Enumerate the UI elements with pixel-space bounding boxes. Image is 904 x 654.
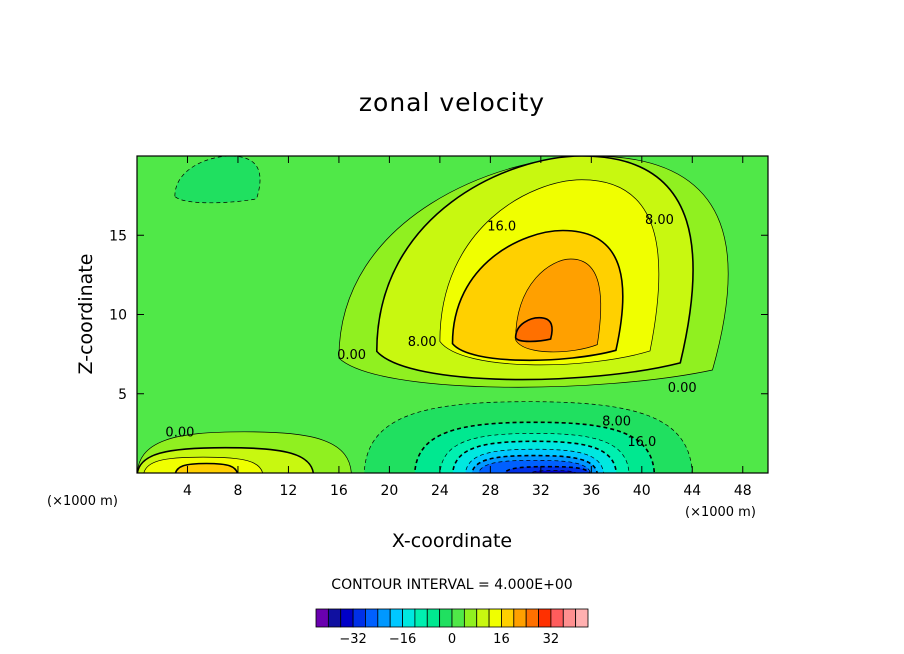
x-tick-label: 4 [183, 483, 192, 499]
colorbar-tick-label: 16 [493, 632, 510, 647]
contour-label-3: 8.00 [408, 335, 437, 350]
contour-label-1: 16.0 [487, 219, 516, 234]
colorbar-swatch [488, 608, 502, 628]
y-tick-label: 15 [109, 228, 127, 244]
colorbar-swatch [402, 608, 416, 628]
contour-label-6: 0.00 [668, 381, 697, 396]
x-tick-label: 20 [380, 483, 398, 499]
x-tick-label: 24 [431, 483, 449, 499]
x-tick-label: 16 [330, 483, 348, 499]
x-axis-ticks: 4 8 12 16 20 24 28 32 36 40 44 48 [183, 156, 752, 499]
x-tick-label: 40 [633, 483, 651, 499]
x-tick-label: 8 [233, 483, 242, 499]
colorbar-ticks: −32 −16 0 16 32 [339, 632, 559, 647]
colorbar-swatch [463, 608, 478, 628]
colorbar-swatch [352, 608, 366, 628]
colorbar-swatch [426, 608, 441, 628]
contour-interval-label: CONTOUR INTERVAL = 4.000E+00 [331, 577, 573, 593]
y-axis-label: Z-coordinate [75, 254, 97, 375]
colorbar-swatch [513, 608, 527, 628]
colorbar-swatch [365, 608, 379, 628]
colorbar-tick-label: 0 [448, 632, 456, 647]
x-tick-label: 28 [481, 483, 499, 499]
y-tick-label: 5 [118, 387, 127, 403]
colorbar-swatch [377, 608, 391, 628]
colorbar-tick-label: 32 [543, 632, 560, 647]
contour-label-4: 0.00 [337, 348, 366, 363]
y-axis-ticks: 5 10 15 [109, 228, 768, 403]
colorbar-swatch [389, 608, 403, 628]
colorbar-swatch [476, 608, 490, 628]
contour-region-11 [174, 462, 239, 473]
colorbar-swatch [562, 608, 577, 628]
x-tick-label: 44 [683, 483, 701, 499]
x-tick-label: 32 [532, 483, 550, 499]
x-tick-label: 36 [582, 483, 600, 499]
x-tick-label: 48 [734, 483, 752, 499]
y-tick-label: 10 [109, 308, 127, 324]
x-axis-label: X-coordinate [392, 530, 512, 552]
contour-label-2: 8.00 [645, 213, 674, 228]
colorbar-swatch [414, 608, 428, 628]
contour-region-1 [174, 156, 261, 204]
contour-label-7: 8.00 [602, 414, 631, 429]
colorbar-tick-label: −16 [389, 632, 416, 647]
chart-title: zonal velocity [358, 88, 546, 117]
colorbar-swatch [327, 608, 342, 628]
colorbar-tick-label: −32 [339, 632, 366, 647]
colorbar-swatch [451, 608, 465, 628]
colorbar-swatch [439, 608, 453, 628]
colorbar-swatch [525, 608, 539, 628]
colorbar [315, 608, 589, 628]
contour-field [137, 156, 768, 473]
colorbar-swatch [340, 608, 354, 628]
contour-region-20 [530, 470, 577, 473]
colorbar-swatch [501, 608, 515, 628]
colorbar-swatch [575, 608, 589, 628]
colorbar-swatch [550, 608, 564, 628]
x-tick-label: 12 [280, 483, 298, 499]
x-unit-label-left: (×1000 m) [47, 494, 118, 509]
contour-region-7 [514, 316, 553, 343]
contour-label-8: 16.0 [627, 435, 656, 450]
colorbar-swatch [538, 608, 552, 628]
x-unit-label-right: (×1000 m) [685, 505, 756, 520]
colorbar-swatch [315, 608, 329, 628]
contour-labels: 16.0 8.00 8.00 0.00 0.00 0.00 8.00 16.0 [165, 213, 696, 450]
contour-label-5: 0.00 [165, 426, 194, 441]
